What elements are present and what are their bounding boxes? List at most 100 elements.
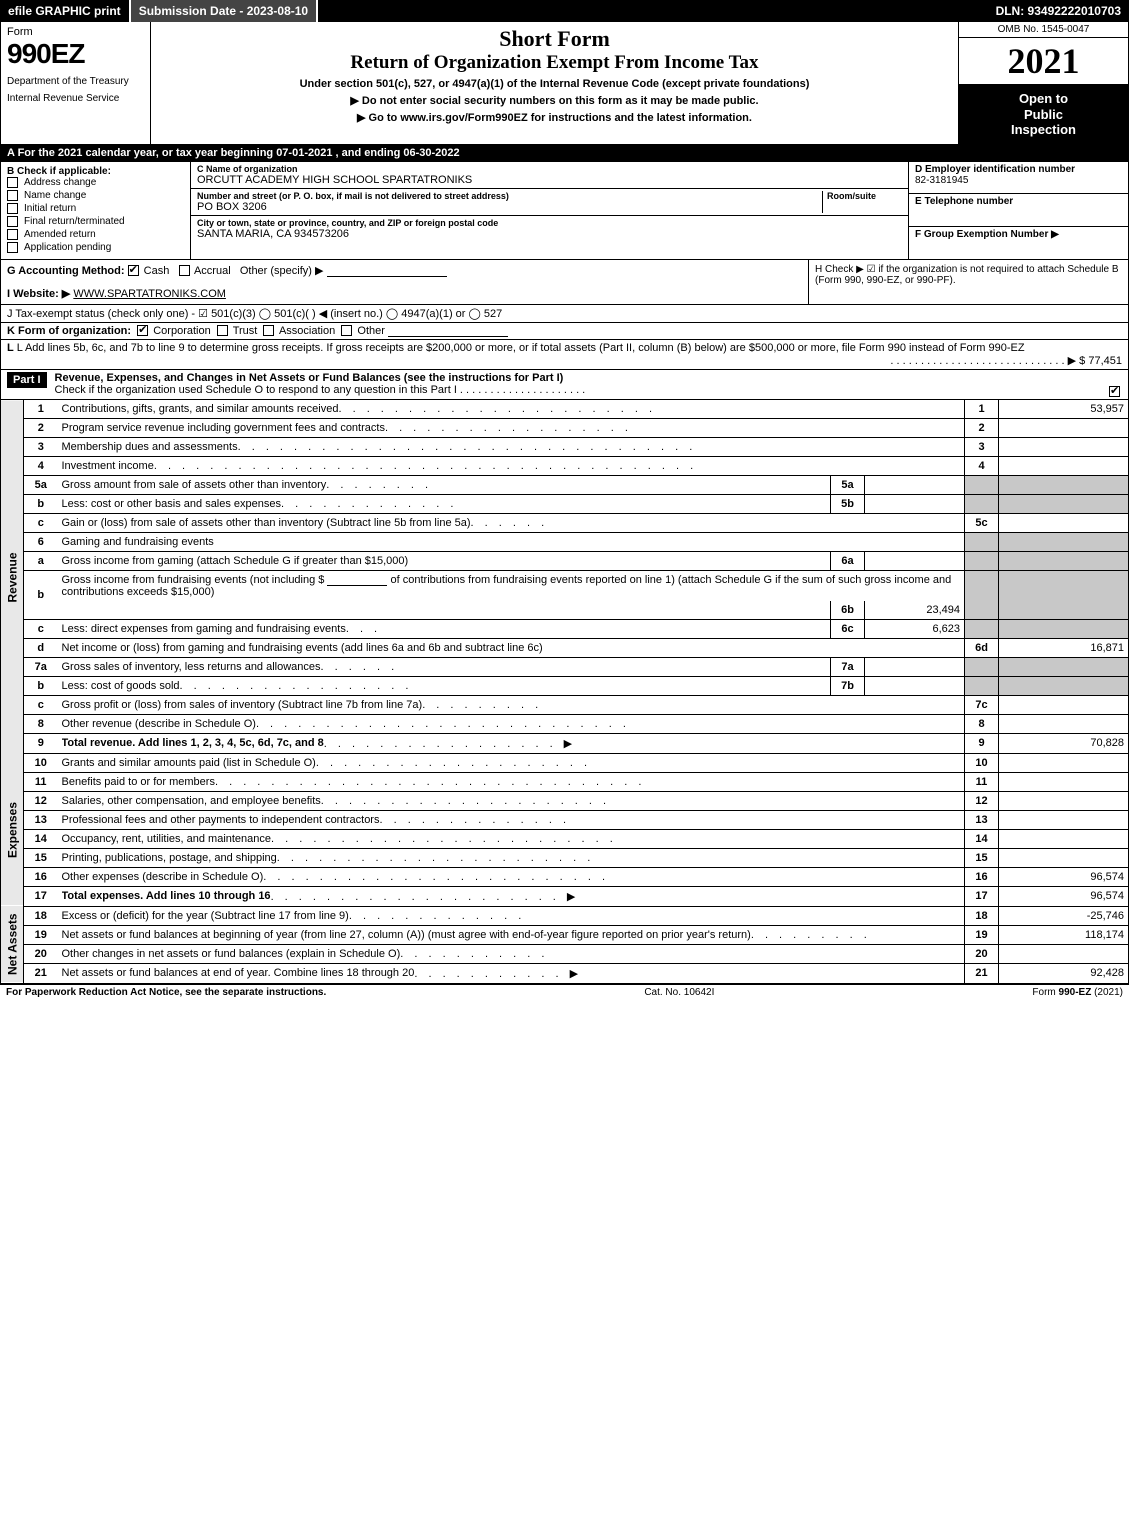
city-value: SANTA MARIA, CA 934573206 bbox=[197, 228, 902, 240]
line-6-desc: Gaming and fundraising events bbox=[58, 532, 965, 551]
line-5b-subval bbox=[865, 494, 965, 513]
association-label: Association bbox=[279, 325, 335, 337]
line-7c-desc: Gross profit or (loss) from sales of inv… bbox=[62, 699, 423, 711]
part-1-check-desc: Check if the organization used Schedule … bbox=[55, 384, 457, 396]
line-1-ref: 1 bbox=[965, 400, 999, 419]
org-name-row: C Name of organization ORCUTT ACADEMY HI… bbox=[191, 162, 908, 189]
form-of-org-label: K Form of organization: bbox=[7, 325, 131, 337]
line-3-num: 3 bbox=[24, 437, 58, 456]
open-line3: Inspection bbox=[961, 122, 1126, 138]
line-4-desc: Investment income bbox=[62, 460, 154, 472]
line-7b-desc: Less: cost of goods sold bbox=[62, 680, 180, 692]
part-1-lines: Revenue 1 Contributions, gifts, grants, … bbox=[0, 400, 1129, 984]
open-line1: Open to bbox=[961, 91, 1126, 107]
website-value: WWW.SPARTATRONIKS.COM bbox=[73, 288, 226, 300]
line-12-val bbox=[999, 791, 1129, 810]
section-d: D Employer identification number 82-3181… bbox=[909, 162, 1128, 195]
line-3-val bbox=[999, 437, 1129, 456]
section-b: B Check if applicable: Address change Na… bbox=[1, 162, 191, 259]
top-bar: efile GRAPHIC print Submission Date - 20… bbox=[0, 0, 1129, 22]
telephone-label: E Telephone number bbox=[915, 196, 1122, 207]
form-word: Form bbox=[7, 26, 144, 38]
header-right: OMB No. 1545-0047 2021 Open to Public In… bbox=[958, 22, 1128, 144]
netassets-sidebar: Net Assets bbox=[1, 906, 24, 983]
cash-label: Cash bbox=[144, 265, 170, 277]
line-6b-val-shade bbox=[999, 570, 1129, 619]
line-9-val: 70,828 bbox=[999, 733, 1129, 753]
line-2: 2 Program service revenue including gove… bbox=[1, 418, 1129, 437]
line-19: 19 Net assets or fund balances at beginn… bbox=[1, 925, 1129, 944]
line-16-val: 96,574 bbox=[999, 867, 1129, 886]
tax-exempt-status: J Tax-exempt status (check only one) - ☑… bbox=[7, 308, 502, 320]
line-6b-sub: 6b bbox=[831, 601, 865, 620]
line-17-desc: Total expenses. Add lines 10 through 16 bbox=[62, 890, 271, 902]
line-9-num: 9 bbox=[24, 733, 58, 753]
header-left: Form 990EZ Department of the Treasury In… bbox=[1, 22, 151, 144]
line-7b-subval bbox=[865, 676, 965, 695]
line-6-num: 6 bbox=[24, 532, 58, 551]
line-6a-sub: 6a bbox=[831, 551, 865, 570]
line-5b-num: b bbox=[24, 494, 58, 513]
line-6b-2: 6b 23,494 bbox=[1, 601, 1129, 620]
line-14-num: 14 bbox=[24, 829, 58, 848]
line-19-val: 118,174 bbox=[999, 925, 1129, 944]
section-l-text: L Add lines 5b, 6c, and 7b to line 9 to … bbox=[17, 342, 1025, 354]
line-19-desc: Net assets or fund balances at beginning… bbox=[62, 929, 751, 941]
line-5b-desc: Less: cost or other basis and sales expe… bbox=[62, 498, 282, 510]
header-center: Short Form Return of Organization Exempt… bbox=[151, 22, 958, 144]
check-final-return-label: Final return/terminated bbox=[24, 216, 125, 227]
line-13: 13 Professional fees and other payments … bbox=[1, 810, 1129, 829]
part-1-label: Part I bbox=[7, 372, 47, 388]
line-15: 15 Printing, publications, postage, and … bbox=[1, 848, 1129, 867]
room-label: Room/suite bbox=[827, 191, 902, 201]
check-initial-return: Initial return bbox=[7, 203, 184, 214]
line-1: Revenue 1 Contributions, gifts, grants, … bbox=[1, 400, 1129, 419]
top-bar-spacer bbox=[318, 0, 987, 22]
line-7a-subval bbox=[865, 657, 965, 676]
line-5c: c Gain or (loss) from sale of assets oth… bbox=[1, 513, 1129, 532]
line-15-val bbox=[999, 848, 1129, 867]
line-10-val bbox=[999, 753, 1129, 772]
line-1-desc: Contributions, gifts, grants, and simila… bbox=[62, 403, 339, 415]
line-7c-val bbox=[999, 695, 1129, 714]
line-13-desc: Professional fees and other payments to … bbox=[62, 814, 380, 826]
return-title: Return of Organization Exempt From Incom… bbox=[157, 52, 952, 74]
line-12: 12 Salaries, other compensation, and emp… bbox=[1, 791, 1129, 810]
line-13-ref: 13 bbox=[965, 810, 999, 829]
check-name-change-label: Name change bbox=[24, 190, 86, 201]
meta-right: D Employer identification number 82-3181… bbox=[908, 162, 1128, 259]
line-6c-num: c bbox=[24, 619, 58, 638]
line-6b-num: b bbox=[24, 570, 58, 619]
line-18-val: -25,746 bbox=[999, 906, 1129, 925]
line-6b-ref-shade bbox=[965, 570, 999, 619]
gh-row: G Accounting Method: Cash Accrual Other … bbox=[0, 260, 1129, 305]
line-18-num: 18 bbox=[24, 906, 58, 925]
line-15-num: 15 bbox=[24, 848, 58, 867]
tax-year: 2021 bbox=[959, 38, 1128, 85]
line-8-val bbox=[999, 714, 1129, 733]
line-11: 11 Benefits paid to or for members. . . … bbox=[1, 772, 1129, 791]
check-application-pending: Application pending bbox=[7, 242, 184, 253]
line-4-num: 4 bbox=[24, 456, 58, 475]
section-b-heading: B Check if applicable: bbox=[7, 166, 184, 177]
address-row: Number and street (or P. O. box, if mail… bbox=[191, 189, 908, 216]
line-3: 3 Membership dues and assessments. . . .… bbox=[1, 437, 1129, 456]
line-6a-subval bbox=[865, 551, 965, 570]
check-amended-return-label: Amended return bbox=[24, 229, 96, 240]
line-21-desc: Net assets or fund balances at end of ye… bbox=[62, 967, 415, 980]
other-org-blank bbox=[388, 325, 508, 337]
line-6a-val-shade bbox=[999, 551, 1129, 570]
instruction-1: ▶ Do not enter social security numbers o… bbox=[157, 94, 952, 107]
line-4: 4 Investment income. . . . . . . . . . .… bbox=[1, 456, 1129, 475]
city-label: City or town, state or province, country… bbox=[197, 218, 902, 228]
footer-center: Cat. No. 10642I bbox=[644, 987, 714, 998]
line-5b-ref-shade bbox=[965, 494, 999, 513]
line-6c-desc: Less: direct expenses from gaming and fu… bbox=[62, 623, 346, 635]
line-5a-sub: 5a bbox=[831, 475, 865, 494]
line-5c-desc: Gain or (loss) from sale of assets other… bbox=[62, 517, 471, 529]
check-address-change: Address change bbox=[7, 177, 184, 188]
dept-line1: Department of the Treasury bbox=[7, 76, 144, 87]
line-18-ref: 18 bbox=[965, 906, 999, 925]
short-form-title: Short Form bbox=[157, 26, 952, 52]
expenses-sidebar: Expenses bbox=[1, 753, 24, 906]
